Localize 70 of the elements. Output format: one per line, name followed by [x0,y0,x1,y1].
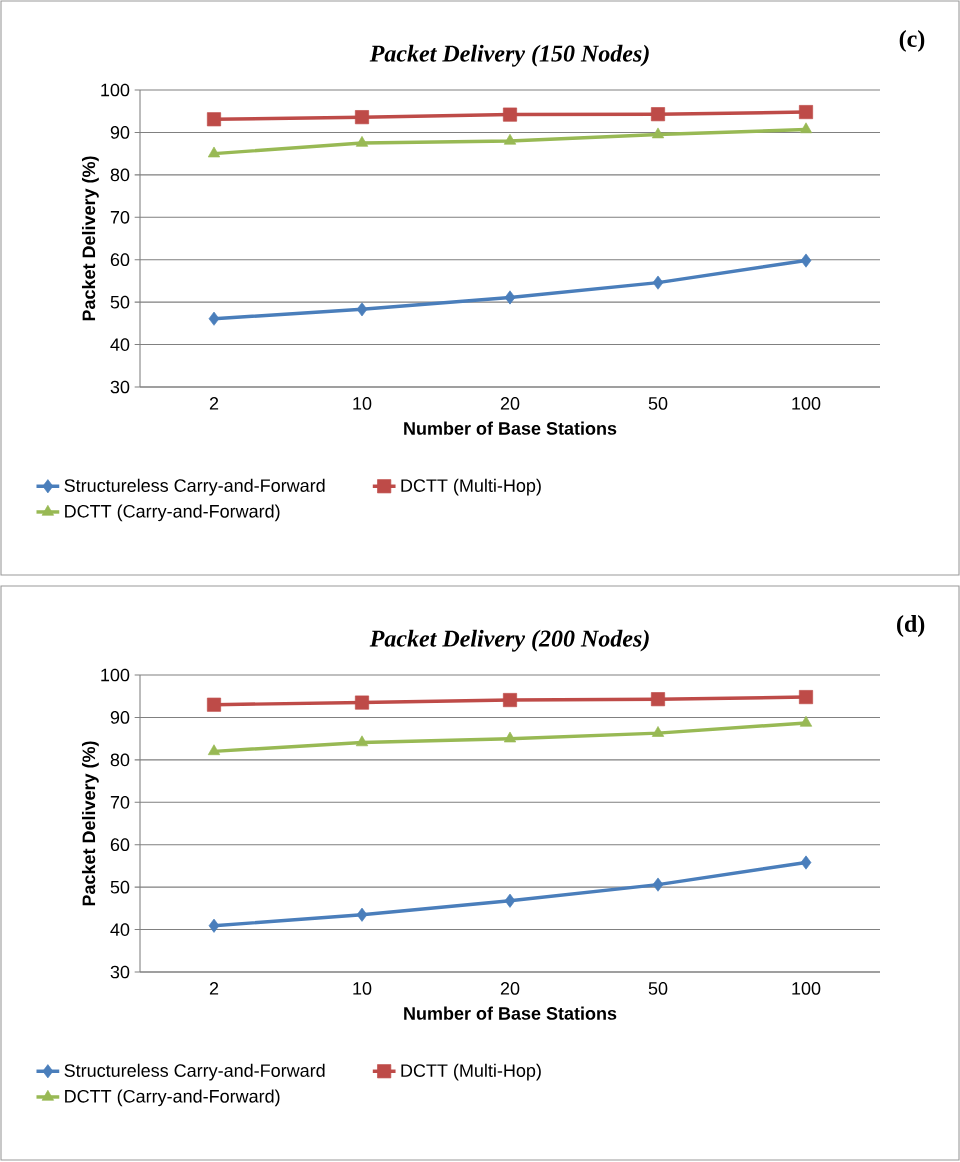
text: (d) [897,615,925,637]
y-tick-label: 80 [110,168,130,182]
y-tick-label: 60 [110,838,130,852]
y-tick-label: 70 [110,795,130,809]
point [355,136,369,147]
y-tick-label: 70 [110,210,130,224]
legend-label: DCTT (Multi-Hop) [401,1063,541,1081]
point [502,107,517,122]
y-axis-title: Packet Delivery (%) [81,156,99,321]
y-tick-label: 90 [110,711,130,724]
chart-title: Packet Delivery (200 Nodes) [369,629,649,652]
y-tick-label: 80 [110,753,130,767]
point [650,692,666,707]
point [503,133,517,145]
y-tick-label: 60 [110,253,130,267]
point [206,112,222,127]
point [800,253,812,268]
point [799,715,813,727]
x-tick-label: 2 [209,397,219,410]
point [504,290,516,305]
y-tick-label: 50 [110,295,130,309]
point [652,275,664,290]
point [799,105,814,120]
y-axis-title: Packet Delivery (%) [81,741,99,906]
y-tick-label: 30 [110,380,130,394]
y-tick-label: 90 [110,126,130,139]
x-tick-label: 100 [792,982,821,995]
x-tick-label: 20 [500,982,520,995]
point [650,107,666,122]
point [651,127,665,139]
x-tick-label: 20 [500,397,520,410]
point [206,697,222,712]
point [356,302,368,317]
x-axis-title: Number of Base Stations [404,421,617,435]
chart-title: Packet Delivery (150 Nodes) [369,44,649,67]
text: (c) [899,30,925,52]
x-tick-label: 10 [353,982,372,995]
point [356,907,368,922]
point [207,146,221,158]
point [354,110,370,125]
y-tick-label: 50 [110,880,130,894]
x-axis-title: Number of Base Stations [404,1006,617,1020]
x-tick-label: 50 [648,982,668,995]
x-tick-label: 2 [209,982,219,995]
point [504,893,516,908]
point [355,735,369,747]
y-tick-label: 100 [101,668,130,682]
point [652,877,664,892]
point [208,918,220,933]
point [502,693,517,708]
point [207,744,221,756]
legend-label: DCTT (Carry-and-Forward) [65,1089,280,1107]
point [651,726,665,737]
point [799,690,814,705]
legend-label: DCTT (Carry-and-Forward) [65,504,280,522]
y-tick-label: 40 [110,923,130,936]
x-tick-label: 50 [648,397,668,410]
point [503,731,517,743]
y-tick-label: 100 [101,83,130,97]
y-tick-label: 30 [110,965,130,979]
legend-label: Structureless Carry-and-Forward [64,478,325,496]
y-tick-label: 40 [110,338,130,351]
x-tick-label: 100 [792,397,821,410]
point [354,695,370,710]
point [800,855,812,870]
legend-label: Structureless Carry-and-Forward [64,1063,325,1081]
x-tick-label: 10 [353,397,372,410]
legend-label: DCTT (Multi-Hop) [401,478,541,496]
point [208,311,220,326]
point [799,122,813,134]
